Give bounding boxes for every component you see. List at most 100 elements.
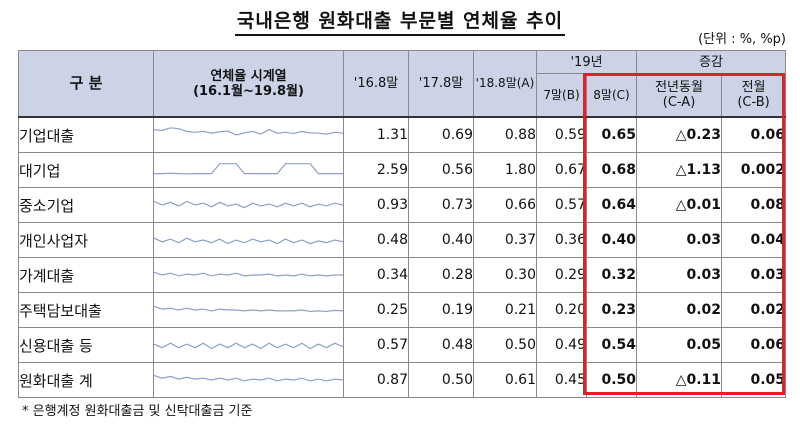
sparkline-path [154, 128, 343, 135]
table-row: 기업대출 1.31 0.69 0.88 0.59 0.65 △0.23 0.06 [18, 116, 787, 153]
sparkline [154, 196, 343, 214]
unit-label: (단위 : %, %p) [698, 32, 786, 47]
value-2017: 0.48 [408, 327, 474, 363]
value-2018: 0.50 [473, 327, 537, 363]
table-row: 원화대출 계 0.87 0.50 0.61 0.45 0.50 △0.11 0.05 [18, 362, 787, 398]
footnote: * 은행계정 원화대출금 및 신탁대출금 기준 [22, 404, 253, 419]
sparkline-path [154, 306, 343, 311]
value-mom: 0.06 [721, 116, 787, 153]
row-label: 원화대출 계 [18, 362, 154, 398]
value-aug: 0.40 [585, 222, 638, 258]
row-label: 주택담보대출 [18, 292, 154, 328]
sparkline-cell [153, 257, 344, 293]
value-jul: 0.49 [536, 327, 587, 363]
value-2017: 0.56 [408, 152, 474, 188]
sparkline [154, 266, 343, 284]
table-row: 대기업 2.59 0.56 1.80 0.67 0.68 △1.13 0.002 [18, 152, 787, 188]
value-aug: 0.65 [585, 116, 638, 153]
value-2016: 0.87 [343, 362, 409, 398]
value-aug: 0.32 [585, 257, 638, 293]
row-label: 개인사업자 [18, 222, 154, 258]
value-yoy: 0.02 [636, 292, 723, 328]
sparkline-cell [153, 116, 344, 153]
sparkline-path [154, 343, 343, 348]
value-2017: 0.73 [408, 187, 474, 223]
header-2018: '18.8말(A) [473, 50, 537, 118]
value-mom: 0.05 [721, 362, 787, 398]
header-category: 구 분 [18, 50, 154, 118]
table-row: 주택담보대출 0.25 0.19 0.21 0.20 0.23 0.02 0.02 [18, 292, 787, 328]
header-2019: '19년 [535, 50, 638, 74]
value-2018: 0.30 [473, 257, 537, 293]
value-jul: 0.67 [536, 152, 587, 188]
row-label: 가계대출 [18, 257, 154, 293]
value-2018: 0.88 [473, 116, 537, 153]
sparkline [154, 301, 343, 319]
header-mom: 전월 (C-B) [721, 73, 787, 118]
value-jul: 0.59 [536, 116, 587, 153]
value-jul: 0.29 [536, 257, 587, 293]
value-2018: 0.61 [473, 362, 537, 398]
header-mom-text: 전월 (C-B) [737, 80, 770, 110]
table-row: 가계대출 0.34 0.28 0.30 0.29 0.32 0.03 0.03 [18, 257, 787, 293]
sparkline-cell [153, 292, 344, 328]
value-aug: 0.54 [585, 327, 638, 363]
sparkline [154, 126, 343, 144]
page-title: 국내은행 원화대출 부문별 연체율 추이 [0, 6, 800, 36]
value-2018: 0.37 [473, 222, 537, 258]
value-aug: 0.68 [585, 152, 638, 188]
value-2017: 0.69 [408, 116, 474, 153]
value-jul: 0.57 [536, 187, 587, 223]
value-mom: 0.08 [721, 187, 787, 223]
table-row: 신용대출 등 0.57 0.48 0.50 0.49 0.54 0.05 0.06 [18, 327, 787, 363]
value-aug: 0.50 [585, 362, 638, 398]
value-2018: 1.80 [473, 152, 537, 188]
sparkline-cell [153, 327, 344, 363]
table-row: 개인사업자 0.48 0.40 0.37 0.36 0.40 0.03 0.04 [18, 222, 787, 258]
header-2017: '17.8말 [408, 50, 474, 118]
value-aug: 0.64 [585, 187, 638, 223]
value-yoy: 0.05 [636, 327, 723, 363]
value-jul: 0.45 [536, 362, 587, 398]
value-2016: 0.48 [343, 222, 409, 258]
value-yoy: △0.11 [636, 362, 723, 398]
value-yoy: △0.23 [636, 116, 723, 153]
delinquency-table: 구 분 연체율 시계열 (16.1월~19.8월) '16.8말 '17.8말 … [18, 50, 787, 398]
header-yoy-text: 전년동월 (C-A) [655, 80, 703, 110]
value-2016: 0.25 [343, 292, 409, 328]
sparkline-path [154, 164, 343, 174]
row-label: 신용대출 등 [18, 327, 154, 363]
value-2017: 0.40 [408, 222, 474, 258]
header-change: 증감 [636, 50, 787, 74]
row-label: 기업대출 [18, 116, 154, 153]
sparkline-cell [153, 222, 344, 258]
value-2016: 0.93 [343, 187, 409, 223]
value-2018: 0.21 [473, 292, 537, 328]
value-2016: 0.57 [343, 327, 409, 363]
value-mom: 0.02 [721, 292, 787, 328]
value-2018: 0.66 [473, 187, 537, 223]
sparkline [154, 371, 343, 389]
sparkline-cell [153, 187, 344, 223]
header-aug: 8말(C) [585, 73, 638, 118]
header-2016: '16.8말 [343, 50, 409, 118]
value-yoy: △0.01 [636, 187, 723, 223]
value-yoy: △1.13 [636, 152, 723, 188]
value-yoy: 0.03 [636, 257, 723, 293]
value-yoy: 0.03 [636, 222, 723, 258]
value-2016: 0.34 [343, 257, 409, 293]
value-2016: 1.31 [343, 116, 409, 153]
table-row: 중소기업 0.93 0.73 0.66 0.57 0.64 △0.01 0.08 [18, 187, 787, 223]
value-mom: 0.03 [721, 257, 787, 293]
sparkline-path [154, 238, 343, 243]
value-jul: 0.36 [536, 222, 587, 258]
value-jul: 0.20 [536, 292, 587, 328]
sparkline [154, 231, 343, 249]
header-series: 연체율 시계열 (16.1월~19.8월) [153, 50, 344, 118]
sparkline-path [154, 376, 343, 381]
header-jul: 7말(B) [536, 73, 587, 118]
sparkline-path [154, 201, 343, 207]
value-mom: 0.06 [721, 327, 787, 363]
row-label: 대기업 [18, 152, 154, 188]
value-2016: 2.59 [343, 152, 409, 188]
